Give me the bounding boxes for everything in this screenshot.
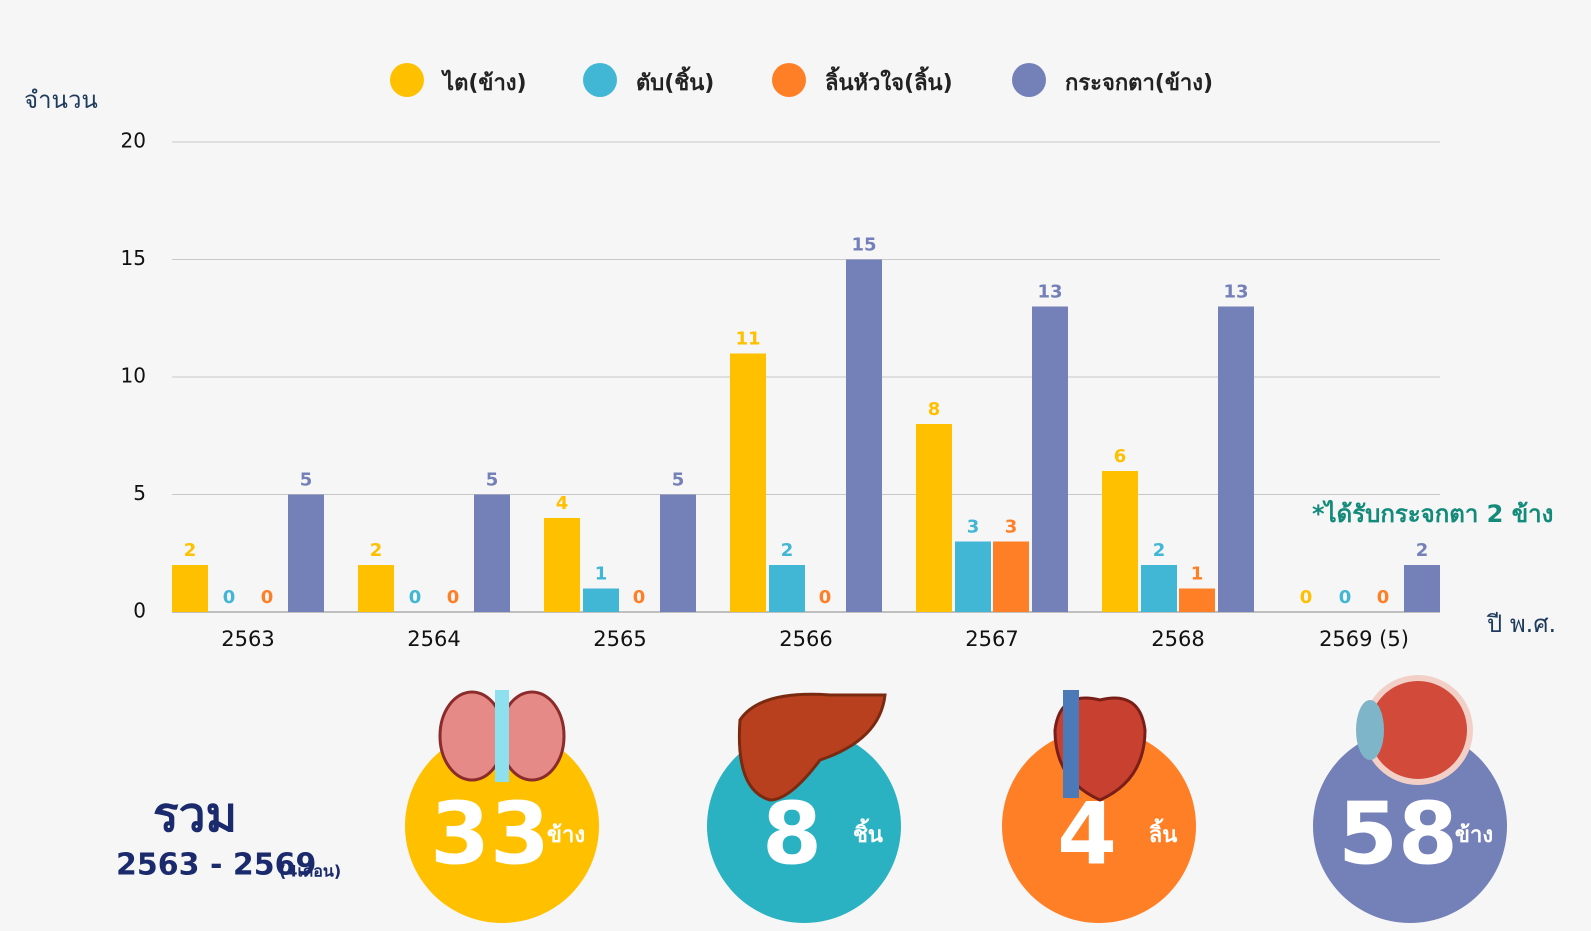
value-label: 8 (928, 399, 941, 420)
legend-label: ไต(ข้าง) (441, 69, 527, 96)
bar (358, 565, 394, 612)
summary-title: รวม (153, 787, 237, 843)
eye-lens (1356, 700, 1384, 760)
x-tick-label: 2568 (1151, 627, 1204, 651)
summary-unit: ลิ้น (1149, 818, 1178, 848)
value-label: 0 (223, 587, 236, 608)
chart: จำนวน ปี พ.ศ. *ได้รับกระจกตา 2 ข้าง รวม … (0, 0, 1591, 931)
value-label: 1 (595, 564, 608, 585)
value-label: 5 (672, 470, 685, 491)
kidney-icon (500, 692, 564, 780)
bar (660, 495, 696, 613)
summary-unit: ข้าง (1455, 823, 1493, 848)
y-tick-label: 5 (133, 481, 146, 505)
bar (544, 518, 580, 612)
summary-unit: ชิ้น (853, 818, 883, 848)
value-label: 1 (1191, 564, 1204, 585)
value-label: 2 (1416, 540, 1429, 561)
x-tick-label: 2569 (5) (1319, 627, 1409, 651)
y-tick-label: 20 (121, 129, 146, 153)
y-tick-label: 10 (121, 364, 146, 388)
value-label: 0 (1300, 587, 1313, 608)
value-label: 0 (447, 587, 460, 608)
page: {"chart_data": {"type": "bar", "y_label"… (0, 0, 1591, 931)
legend-marker (1012, 63, 1046, 97)
summary-period-note: (4เดือน) (279, 862, 341, 881)
x-tick-label: 2564 (407, 627, 460, 651)
annotation: *ได้รับกระจกตา 2 ข้าง (1312, 499, 1553, 528)
summary-value: 4 (1057, 784, 1117, 884)
value-label: 0 (819, 587, 832, 608)
bar (993, 542, 1029, 613)
value-label: 0 (261, 587, 274, 608)
bar (1179, 589, 1215, 613)
bar (288, 495, 324, 613)
kidney-vessel (495, 690, 509, 782)
legend-marker (772, 63, 806, 97)
value-label: 6 (1114, 446, 1127, 467)
value-label: 13 (1037, 282, 1062, 303)
value-label: 2 (370, 540, 383, 561)
value-label: 2 (1153, 540, 1166, 561)
value-label: 2 (781, 540, 794, 561)
bar (1032, 307, 1068, 613)
x-tick-label: 2566 (779, 627, 832, 651)
x-axis-label: ปี พ.ศ. (1486, 610, 1556, 638)
value-label: 4 (556, 493, 569, 514)
bar (583, 589, 619, 613)
x-tick-label: 2565 (593, 627, 646, 651)
bar (1141, 565, 1177, 612)
value-label: 0 (1339, 587, 1352, 608)
y-axis-label: จำนวน (24, 86, 98, 114)
x-tick-label: 2563 (221, 627, 274, 651)
value-label: 0 (1377, 587, 1390, 608)
x-tick-label: 2567 (965, 627, 1018, 651)
bar (1102, 471, 1138, 612)
legend-marker (390, 63, 424, 97)
y-tick-label: 0 (133, 599, 146, 623)
bar (846, 260, 882, 613)
value-label: 5 (486, 470, 499, 491)
kidney-icon (440, 692, 504, 780)
summary-unit: ข้าง (547, 823, 585, 848)
value-label: 5 (300, 470, 313, 491)
value-label: 0 (409, 587, 422, 608)
value-label: 3 (967, 517, 980, 538)
summary-value: 58 (1338, 784, 1458, 884)
value-label: 13 (1223, 282, 1248, 303)
value-label: 15 (851, 235, 876, 256)
summary-value: 33 (430, 784, 550, 884)
heart-vessel (1063, 690, 1079, 798)
bar (1404, 565, 1440, 612)
bar (1218, 307, 1254, 613)
value-label: 11 (735, 329, 760, 350)
bar (730, 354, 766, 613)
bar (769, 565, 805, 612)
value-label: 3 (1005, 517, 1018, 538)
value-label: 0 (633, 587, 646, 608)
legend-marker (583, 63, 617, 97)
legend-label: ลิ้นหัวใจ(ลิ้น) (825, 66, 953, 96)
bar (172, 565, 208, 612)
bar (474, 495, 510, 613)
y-tick-label: 15 (121, 246, 146, 270)
value-label: 2 (184, 540, 197, 561)
legend-label: ตับ(ชิ้น) (636, 66, 714, 96)
bar (916, 424, 952, 612)
bar (955, 542, 991, 613)
legend-label: กระจกตา(ข้าง) (1065, 71, 1213, 96)
